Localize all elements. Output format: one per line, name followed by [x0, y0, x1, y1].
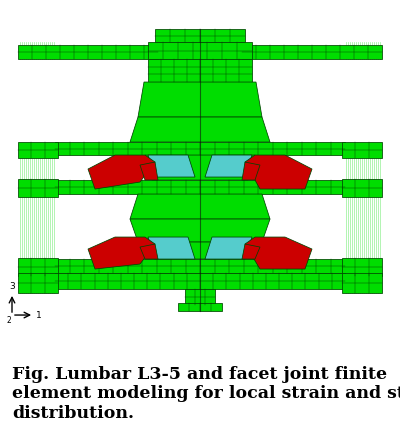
Bar	[18, 179, 58, 197]
Bar	[18, 273, 58, 293]
Polygon shape	[138, 82, 262, 117]
Bar	[148, 42, 252, 59]
Bar	[18, 45, 158, 59]
Bar	[55, 259, 345, 273]
Bar	[242, 45, 382, 59]
Polygon shape	[140, 244, 158, 259]
Bar	[342, 258, 382, 276]
Polygon shape	[130, 194, 270, 219]
Polygon shape	[88, 237, 155, 269]
Polygon shape	[242, 244, 260, 259]
Polygon shape	[245, 237, 312, 269]
Bar	[55, 142, 345, 155]
Text: Fig. Lumbar L3-5 and facet joint finite
element modeling for local strain and st: Fig. Lumbar L3-5 and facet joint finite …	[12, 366, 400, 422]
Bar	[342, 142, 382, 158]
Bar	[178, 303, 222, 311]
Polygon shape	[130, 117, 270, 142]
Text: 3: 3	[9, 282, 15, 291]
Polygon shape	[145, 155, 255, 180]
Polygon shape	[205, 155, 252, 177]
Bar	[185, 289, 215, 305]
Text: 2: 2	[6, 316, 11, 325]
Polygon shape	[242, 162, 260, 180]
Polygon shape	[148, 237, 195, 259]
Bar	[155, 29, 245, 42]
Polygon shape	[130, 219, 270, 242]
Text: 1: 1	[36, 310, 42, 320]
Polygon shape	[88, 155, 155, 189]
Bar	[342, 179, 382, 197]
Bar	[18, 258, 58, 276]
Polygon shape	[245, 155, 312, 189]
Polygon shape	[140, 162, 158, 180]
Bar	[342, 273, 382, 293]
Polygon shape	[138, 242, 262, 259]
Polygon shape	[148, 155, 195, 177]
Bar	[55, 180, 345, 194]
Polygon shape	[205, 237, 252, 259]
Bar	[55, 273, 345, 289]
Bar	[148, 59, 252, 82]
Bar	[18, 142, 58, 158]
